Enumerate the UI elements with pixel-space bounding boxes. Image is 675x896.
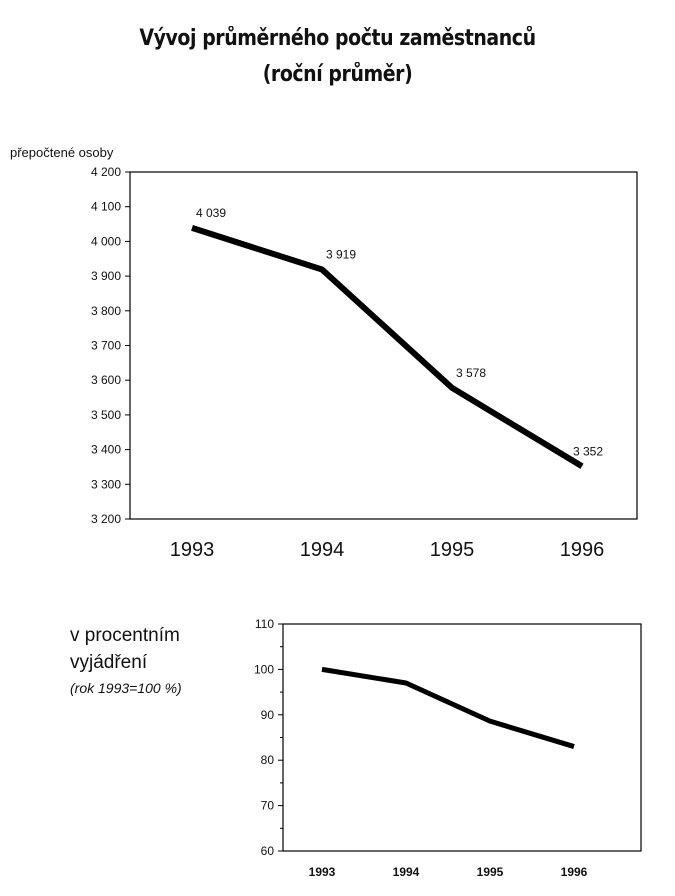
- x-tick-label: 1995: [477, 865, 504, 879]
- y-tick-label: 3 200: [91, 512, 121, 526]
- chart-subtitle: (roční průměr): [262, 62, 413, 87]
- y-tick-label: 3 600: [91, 373, 121, 387]
- x-tick-label: 1996: [560, 539, 605, 561]
- data-label: 3 352: [573, 444, 603, 458]
- y-tick-label: 80: [261, 753, 275, 767]
- series-line: [191, 225, 584, 469]
- series-line: [321, 666, 575, 749]
- y-tick-label: 90: [261, 708, 275, 722]
- chart-title: Vývoj průměrného počtu zaměstnanců: [139, 26, 536, 51]
- plot-frame: [129, 171, 638, 520]
- plot-frame: [282, 623, 642, 852]
- y-axis-unit-label: přepočtené osoby: [10, 145, 114, 160]
- caption-line-2: vyjádření: [70, 652, 148, 673]
- data-label: 3 919: [326, 248, 356, 262]
- y-tick-label: 3 700: [91, 339, 121, 353]
- caption-base-year-note: (rok 1993=100 %): [70, 680, 182, 696]
- y-tick-label: 3 400: [91, 443, 121, 457]
- y-tick-label: 110: [255, 617, 274, 631]
- y-tick-label: 4 000: [91, 234, 121, 248]
- x-tick-label: 1993: [170, 539, 215, 561]
- y-tick-label: 3 800: [91, 304, 121, 318]
- y-tick-label: 3 900: [91, 269, 121, 283]
- absolute-employees-chart: 3 200 3 300 3 400 3 500 3 600 3 700 3 800 3 900…: [91, 165, 638, 561]
- y-tick-label: 3 300: [91, 477, 121, 491]
- x-tick-label: 1996: [561, 865, 588, 879]
- x-tick-label: 1994: [300, 539, 345, 561]
- y-tick-label: 100: [254, 662, 274, 676]
- y-tick-label: 4 200: [91, 165, 121, 179]
- y-tick-label: 60: [261, 844, 275, 858]
- y-tick-label: 3 500: [91, 408, 121, 422]
- percent-chart-caption: v procentním vyjádření (rok 1993=100 %): [70, 622, 182, 698]
- x-tick-label: 1995: [430, 539, 475, 561]
- y-tick-label: 70: [261, 799, 275, 813]
- caption-line-1: v procentním: [70, 625, 180, 646]
- percent-employees-chart: 60 70 80 90 100 110 1993 1994 1995 1996: [254, 617, 642, 879]
- x-tick-label: 1993: [309, 865, 336, 879]
- data-label: 3 578: [456, 366, 486, 380]
- x-tick-label: 1994: [393, 865, 420, 879]
- y-tick-label: 4 100: [91, 200, 121, 214]
- data-label: 4 039: [196, 206, 226, 220]
